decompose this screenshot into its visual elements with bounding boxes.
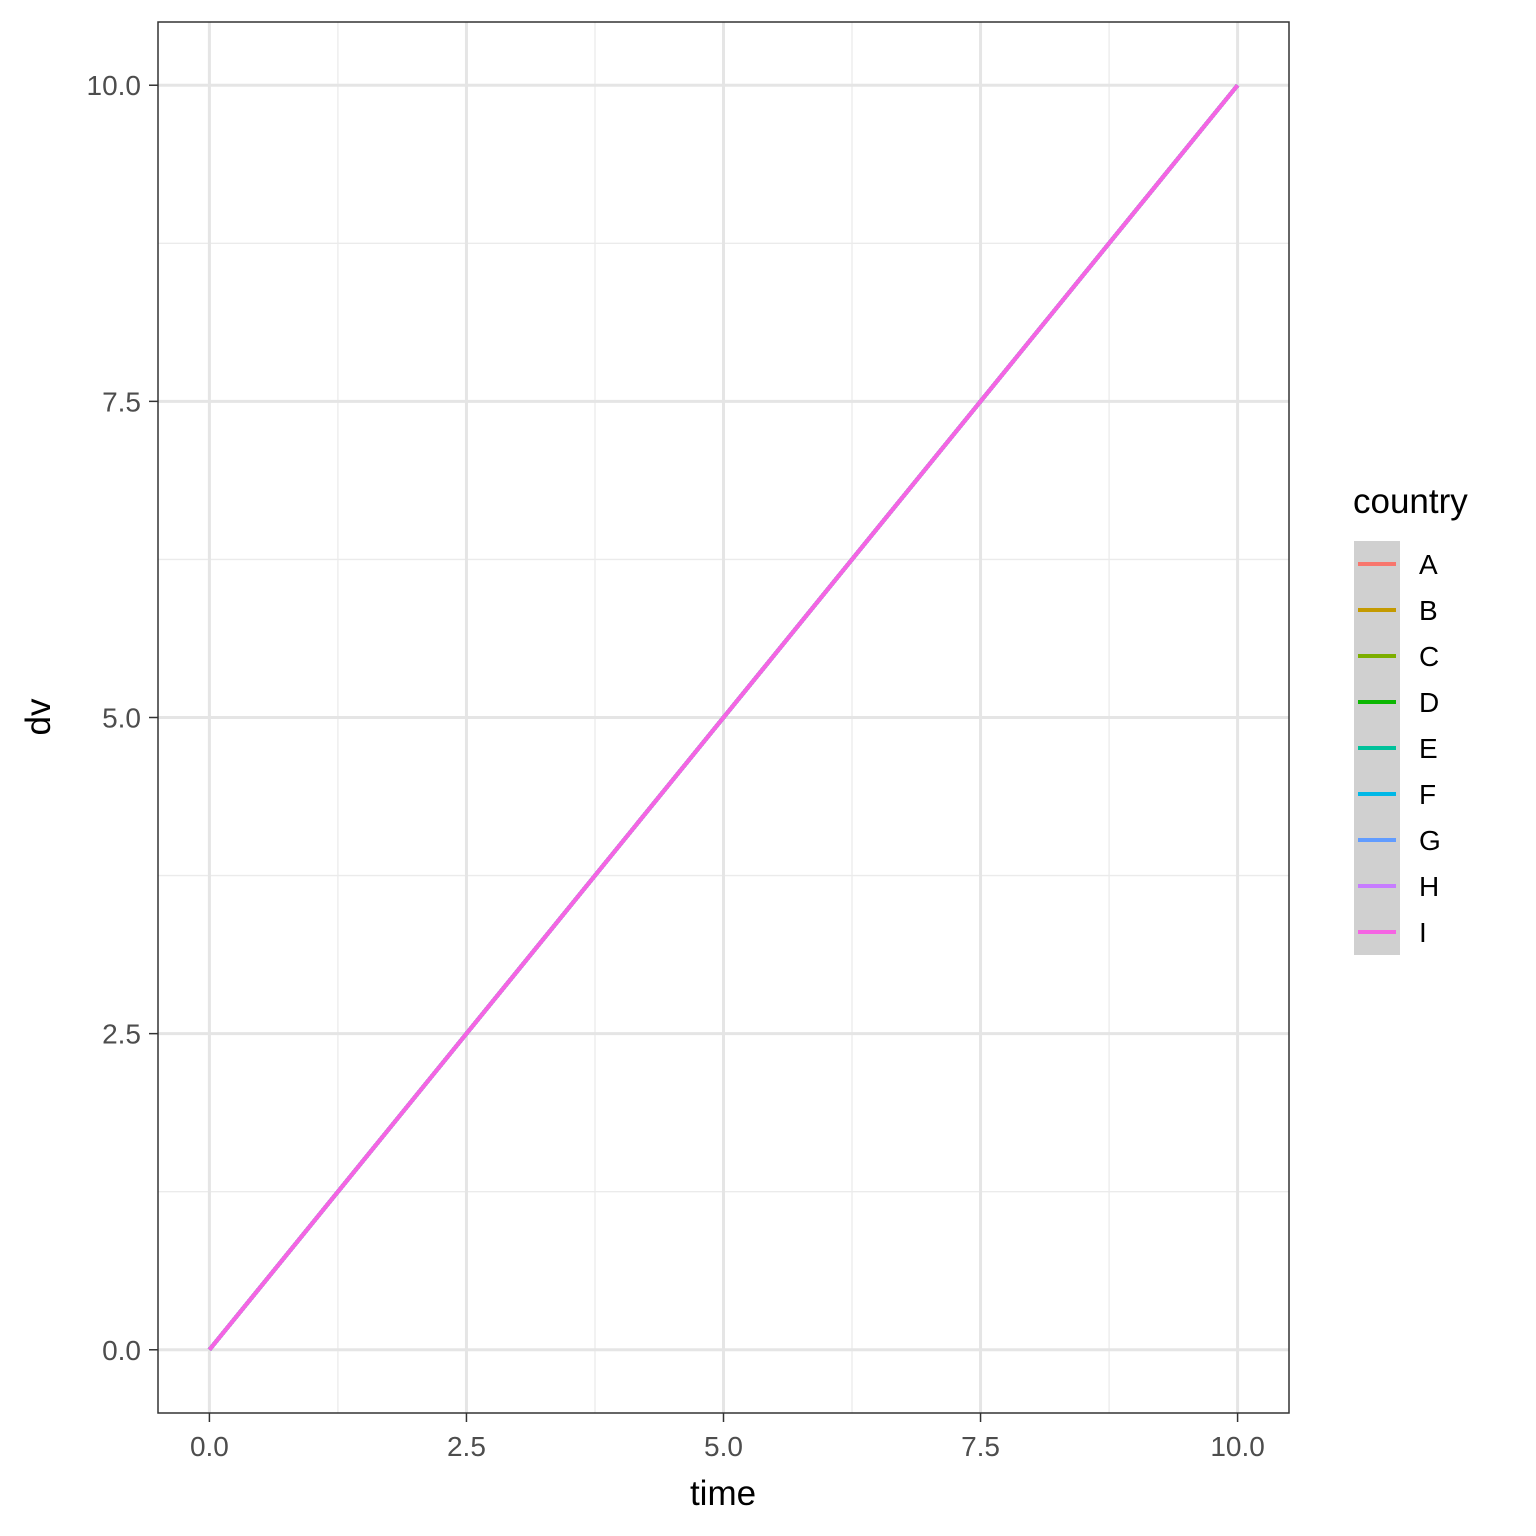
legend-title: country [1353,482,1468,521]
x-tick-label: 2.5 [447,1431,486,1462]
y-tick-label: 7.5 [102,386,141,417]
legend-label-H: H [1419,871,1439,902]
y-axis-ticks: 0.0 2.5 5.0 7.5 10.0 [87,70,158,1366]
x-tick-label: 10.0 [1210,1431,1265,1462]
y-tick-label: 10.0 [87,70,142,101]
y-tick-label: 2.5 [102,1019,141,1050]
x-tick-label: 7.5 [961,1431,1000,1462]
legend-label-C: C [1419,641,1439,672]
x-axis-title: time [690,1474,756,1513]
legend-label-E: E [1419,733,1438,764]
x-tick-label: 5.0 [704,1431,743,1462]
y-tick-label: 0.0 [102,1335,141,1366]
x-axis-ticks: 0.0 2.5 5.0 7.5 10.0 [190,1413,1265,1462]
series-lines [207,83,1240,1352]
legend-label-A: A [1419,549,1438,580]
x-tick-label: 0.0 [190,1431,229,1462]
legend-label-B: B [1419,595,1438,626]
y-tick-label: 5.0 [102,703,141,734]
legend-label-D: D [1419,687,1439,718]
legend-label-G: G [1419,825,1441,856]
series-line-I [207,83,1240,1352]
legend-label-F: F [1419,779,1436,810]
legend-label-I: I [1419,917,1427,948]
y-axis-title: dv [19,698,58,735]
